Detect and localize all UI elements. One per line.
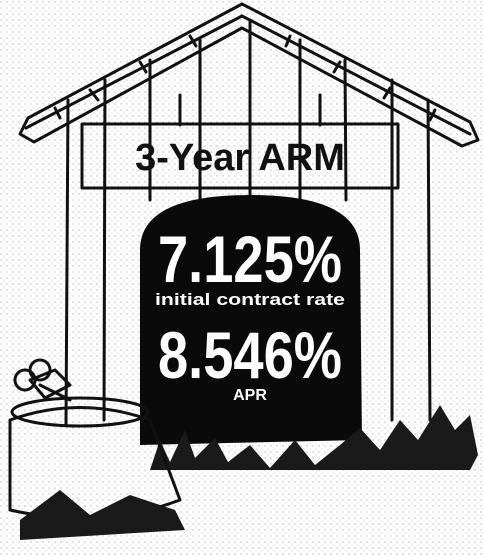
- doghouse-ad: 3-Year ARM 7.125% initial contract rate …: [0, 0, 484, 556]
- sign-title: 3-Year ARM: [135, 137, 345, 179]
- rate-value: 8.546%: [158, 318, 342, 392]
- rate-label: APR: [233, 387, 267, 404]
- rate-label: initial contract rate: [155, 290, 345, 309]
- rate-value: 7.125%: [158, 222, 342, 296]
